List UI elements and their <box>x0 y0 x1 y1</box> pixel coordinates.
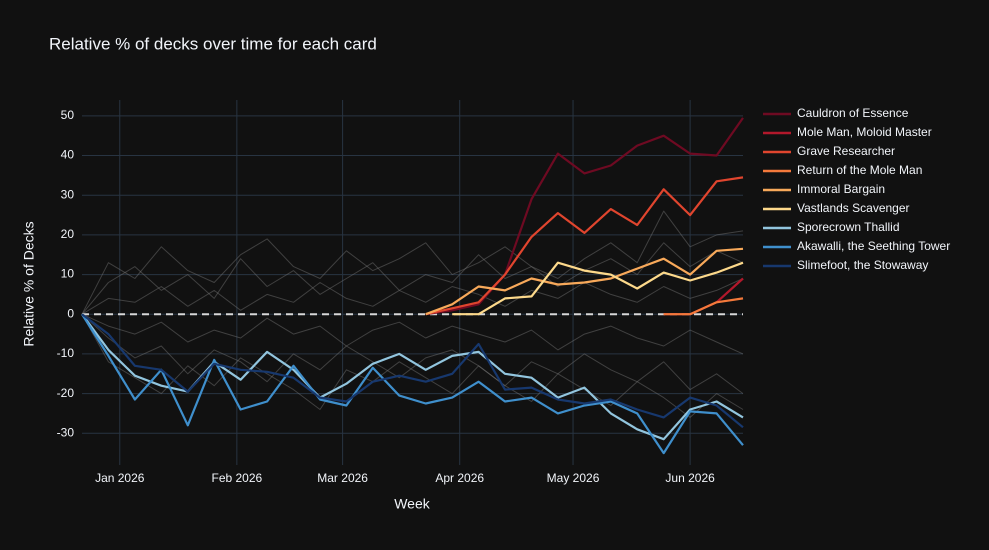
chart-title: Relative % of decks over time for each c… <box>49 34 377 53</box>
legend-label: Akawalli, the Seething Tower <box>797 239 950 253</box>
x-axis-title: Week <box>394 496 431 512</box>
background-line <box>81 313 744 418</box>
legend-label: Immoral Bargain <box>797 182 885 196</box>
legend-label: Vastlands Scavenger <box>797 201 910 215</box>
y-tick-label: -30 <box>57 425 75 439</box>
x-tick-label: Mar 2026 <box>317 471 368 485</box>
y-tick-label: 10 <box>61 267 75 281</box>
x-tick-label: Jan 2026 <box>95 471 145 485</box>
x-tick-label: Apr 2026 <box>435 471 484 485</box>
legend-label: Return of the Mole Man <box>797 163 922 177</box>
y-tick-label: 20 <box>61 227 75 241</box>
series-line <box>81 313 744 429</box>
y-tick-label: 50 <box>61 108 75 122</box>
background-line <box>81 313 744 394</box>
y-tick-label: 0 <box>67 306 74 320</box>
x-tick-label: May 2026 <box>547 471 600 485</box>
x-tick-label: Feb 2026 <box>212 471 263 485</box>
legend-label: Sporecrown Thallid <box>797 220 900 234</box>
series-line <box>81 313 744 455</box>
y-tick-label: -20 <box>57 386 75 400</box>
legend-label: Grave Researcher <box>797 144 895 158</box>
legend-label: Slimefoot, the Stowaway <box>797 258 928 272</box>
background-line <box>81 210 744 315</box>
series-line <box>425 117 744 316</box>
y-axis-title: Relative % of Decks <box>21 221 37 346</box>
legend-label: Cauldron of Essence <box>797 106 909 120</box>
y-tick-label: 40 <box>61 148 75 162</box>
background-line <box>81 242 744 315</box>
legend-label: Mole Man, Moloid Master <box>797 125 932 139</box>
x-tick-label: Jun 2026 <box>665 471 715 485</box>
series-line <box>452 261 744 316</box>
background-line <box>81 313 744 355</box>
series-line <box>425 247 744 316</box>
series-line <box>425 176 744 316</box>
background-line <box>81 278 744 315</box>
y-tick-label: 30 <box>61 187 75 201</box>
y-tick-label: -10 <box>57 346 75 360</box>
series-line <box>663 297 744 316</box>
